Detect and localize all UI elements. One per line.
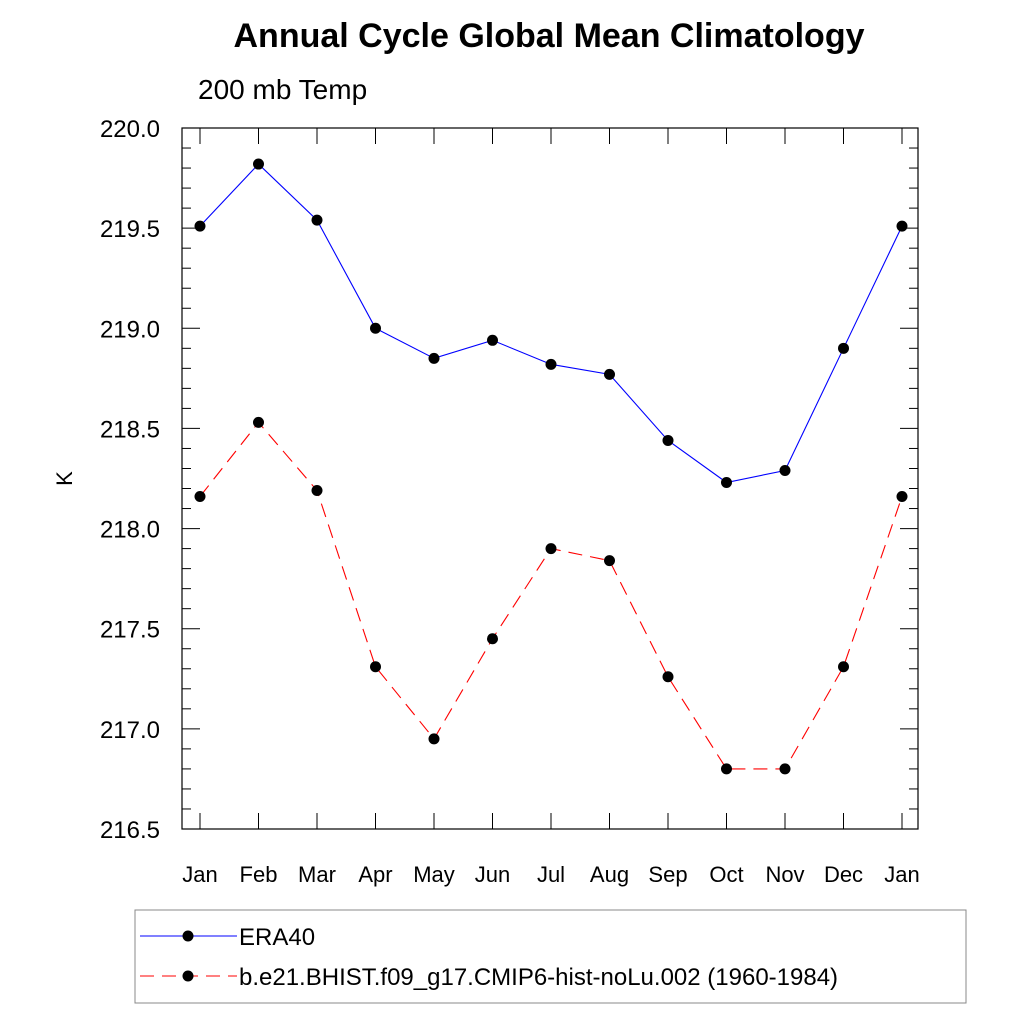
x-tick-label: Feb	[240, 862, 278, 887]
y-tick-label: 220.0	[100, 116, 160, 143]
data-point	[604, 368, 615, 380]
data-point	[838, 342, 849, 354]
data-point	[662, 671, 674, 683]
data-point	[311, 214, 323, 226]
data-point	[838, 661, 849, 673]
y-tick-label: 216.5	[100, 817, 160, 844]
data-point	[311, 485, 323, 497]
legend-entry: b.e21.BHIST.f09_g17.CMIP6-hist-noLu.002 …	[140, 964, 838, 991]
x-tick-label: Jul	[537, 862, 565, 887]
data-point	[896, 491, 908, 503]
x-tick-label: Oct	[709, 862, 743, 887]
legend-marker	[182, 930, 194, 942]
series-line	[199, 163, 903, 484]
legend-label: b.e21.BHIST.f09_g17.CMIP6-hist-noLu.002 …	[239, 964, 838, 991]
data-point	[487, 633, 498, 645]
y-tick-label: 217.0	[100, 717, 160, 744]
data-point	[545, 358, 557, 370]
data-point	[194, 220, 206, 232]
data-point	[545, 543, 557, 555]
data-point	[779, 464, 791, 476]
x-tick-label: May	[413, 862, 455, 887]
x-tick-label: Sep	[648, 862, 687, 887]
x-tick-labels: Jan Feb Mar Apr May Jun Jul Aug Sep Oct Nov Dec Jan	[182, 862, 919, 887]
x-tick-label: Apr	[358, 862, 392, 887]
data-point	[604, 555, 615, 567]
x-tick-label: Mar	[298, 862, 336, 887]
series-2	[194, 416, 908, 775]
x-tick-label: Dec	[824, 862, 863, 887]
data-point	[487, 334, 498, 346]
legend-marker	[182, 970, 194, 982]
chart-title: Annual Cycle Global Mean Climatology	[234, 17, 865, 55]
data-point	[721, 477, 732, 489]
x-tick-label: Jun	[475, 862, 510, 887]
legend-entry: ERA40	[140, 924, 315, 951]
y-tick-labels: 220.0 219.5 219.0 218.5 218.0 217.5 217.0 216.5	[100, 116, 160, 844]
data-point	[779, 763, 791, 775]
data-point	[194, 491, 206, 503]
y-tick-label: 218.5	[100, 416, 160, 443]
chart-subtitle: 200 mb Temp	[198, 74, 367, 105]
data-point	[428, 733, 440, 745]
x-tick-label: Jan	[884, 862, 919, 887]
data-point	[721, 763, 732, 775]
y-tick-label: 219.0	[100, 316, 160, 343]
axis-ticks	[182, 127, 918, 830]
legend-box	[134, 909, 967, 1004]
x-tick-label: Aug	[590, 862, 629, 887]
y-tick-label: 218.0	[100, 517, 160, 544]
y-tick-label: 219.5	[100, 216, 160, 243]
data-point	[896, 220, 908, 232]
series-layer	[194, 158, 908, 775]
y-tick-label: 217.5	[100, 617, 160, 644]
data-point	[370, 661, 381, 673]
legend: ERA40 b.e21.BHIST.f09_g17.CMIP6-hist-noLu…	[134, 909, 967, 1004]
series-1	[194, 158, 908, 489]
series-line	[199, 421, 903, 770]
data-point	[253, 158, 264, 170]
x-tick-label: Nov	[765, 862, 804, 887]
x-tick-label: Jan	[182, 862, 217, 887]
data-point	[662, 434, 674, 446]
data-point	[370, 322, 381, 334]
plot-frame	[181, 127, 919, 830]
data-point	[253, 416, 264, 428]
data-point	[428, 352, 440, 364]
y-axis-title: K	[52, 471, 77, 486]
legend-label: ERA40	[239, 924, 315, 951]
